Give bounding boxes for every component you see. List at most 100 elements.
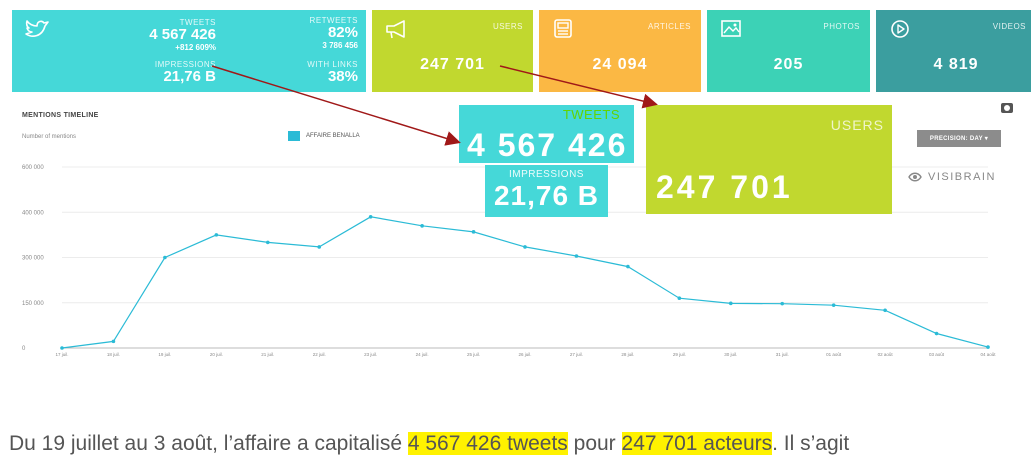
articles-tile[interactable]: ARTICLES 24 094	[539, 10, 701, 92]
x-tick-label: 20 juil.	[210, 352, 223, 357]
data-point[interactable]	[728, 301, 733, 306]
x-tick-label: 21 juil.	[261, 352, 274, 357]
data-point[interactable]	[265, 240, 270, 245]
users-value: 247 701	[420, 56, 485, 73]
data-point[interactable]	[574, 254, 579, 258]
articles-value: 24 094	[592, 56, 648, 73]
x-tick-label: 23 juil.	[364, 352, 377, 357]
links-pct: 38%	[327, 68, 358, 85]
data-point[interactable]	[214, 233, 219, 237]
zoom-tweets-callout: TWEETS 4 567 426	[459, 105, 634, 163]
brand-watermark: VISIBRAIN	[908, 171, 996, 183]
zoom-tweets-label: TWEETS	[562, 107, 620, 122]
photo-icon	[721, 20, 741, 37]
zoom-users-label: USERS	[830, 117, 884, 133]
data-point[interactable]	[934, 331, 939, 336]
y-tick-label: 0	[22, 346, 26, 352]
data-point[interactable]	[986, 345, 990, 349]
zoom-users-callout: USERS 247 701	[646, 105, 892, 214]
data-point[interactable]	[883, 308, 887, 313]
camera-icon[interactable]	[1001, 103, 1013, 113]
y-tick-label: 600 000	[22, 165, 44, 171]
caption-highlight-actors: 247 701 acteurs	[621, 432, 773, 455]
caption-after: . Il s’agit	[772, 432, 850, 455]
x-tick-label: 24 juil.	[416, 352, 429, 357]
data-point[interactable]	[111, 339, 116, 344]
x-tick-label: 29 juil.	[673, 352, 686, 357]
impressions-value: 21,76 B	[163, 68, 216, 85]
tweets-delta: +812 609%	[175, 43, 216, 52]
impressions-label: IMPRESSIONS	[154, 60, 216, 69]
videos-tile[interactable]: VIDEOS 4 819	[876, 10, 1031, 92]
panel-title: MENTIONS TIMELINE	[22, 112, 99, 119]
x-tick-label: 27 juil.	[570, 352, 583, 357]
caption-highlight-tweets: 4 567 426 tweets	[407, 432, 568, 455]
data-point[interactable]	[60, 346, 64, 350]
zoom-impressions-label: IMPRESSIONS	[509, 169, 584, 180]
x-tick-label: 19 juil.	[158, 352, 171, 357]
y-tick-label: 400 000	[22, 210, 44, 216]
data-point[interactable]	[780, 301, 785, 306]
caption-middle: pour	[567, 432, 622, 455]
y-tick-label: 150 000	[22, 301, 44, 307]
x-tick-label: 26 juil.	[518, 352, 531, 357]
play-icon	[891, 20, 909, 38]
data-point[interactable]	[523, 245, 527, 249]
data-point[interactable]	[317, 245, 322, 249]
brand-label: VISIBRAIN	[928, 171, 996, 183]
eye-icon	[908, 172, 922, 182]
links-label: WITH LINKS	[307, 60, 358, 69]
data-point[interactable]	[471, 230, 476, 234]
twitter-bird-icon	[25, 20, 49, 37]
x-tick-label: 18 juil.	[107, 352, 120, 357]
data-point[interactable]	[831, 303, 836, 307]
data-point[interactable]	[626, 264, 630, 269]
links-stat: WITH LINKS 38%	[282, 60, 358, 85]
retweets-stat: RETWEETS 82% 3 786 456	[282, 16, 358, 50]
data-point[interactable]	[420, 224, 424, 228]
x-tick-label: 17 juil.	[55, 352, 68, 357]
x-tick-label: 25 juil.	[467, 352, 480, 357]
data-point[interactable]	[677, 296, 682, 301]
photos-tile[interactable]: PHOTOS 205	[707, 10, 870, 92]
newspaper-icon	[554, 19, 572, 38]
zoom-users-value: 247 701	[656, 169, 793, 205]
retweets-value: 3 786 456	[322, 41, 358, 50]
legend-swatch	[288, 131, 300, 141]
zoom-tweets-value: 4 567 426	[467, 127, 628, 163]
retweets-label: RETWEETS	[309, 16, 358, 25]
caption-before: Du 19 juillet au 3 août, l’affaire a cap…	[9, 432, 408, 455]
chart-legend[interactable]: AFFAIRE BENALLA	[288, 131, 360, 141]
arrow-tweets	[211, 65, 461, 146]
y-tick-label: 300 000	[22, 256, 44, 262]
photos-label: PHOTOS	[823, 22, 860, 31]
panel-subtitle: Number of mentions	[22, 134, 77, 140]
retweets-pct: 82%	[327, 24, 358, 41]
legend-label: AFFAIRE BENALLA	[306, 133, 360, 139]
x-tick-label: 30 juil.	[724, 352, 737, 357]
tweets-label: TWEETS	[179, 18, 216, 27]
x-tick-label: 02 août	[878, 352, 894, 357]
x-tick-label: 04 août	[980, 352, 996, 357]
tweets-tile[interactable]: TWEETS 4 567 426 +812 609% IMPRESSIONS 2…	[12, 10, 366, 92]
tweets-value: 4 567 426	[149, 26, 216, 43]
megaphone-icon	[386, 20, 405, 39]
data-point[interactable]	[163, 255, 167, 260]
precision-button[interactable]: PRECISION: DAY ▾	[917, 130, 1001, 147]
users-label: USERS	[492, 22, 523, 31]
x-tick-label: 31 juil.	[776, 352, 789, 357]
x-tick-label: 01 août	[826, 352, 842, 357]
zoom-impressions-callout: IMPRESSIONS 21,76 B	[485, 165, 608, 217]
x-tick-label: 28 juil.	[621, 352, 634, 357]
videos-value: 4 819	[933, 56, 979, 73]
impressions-stat: IMPRESSIONS 21,76 B	[132, 60, 216, 85]
zoom-impressions-value: 21,76 B	[493, 180, 600, 211]
arrow-users	[499, 65, 658, 109]
data-point[interactable]	[368, 214, 373, 219]
articles-label: ARTICLES	[648, 22, 691, 31]
users-tile[interactable]: USERS 247 701	[372, 10, 533, 92]
videos-label: VIDEOS	[992, 22, 1026, 31]
photos-value: 205	[773, 56, 804, 73]
x-tick-label: 22 juil.	[313, 352, 326, 357]
